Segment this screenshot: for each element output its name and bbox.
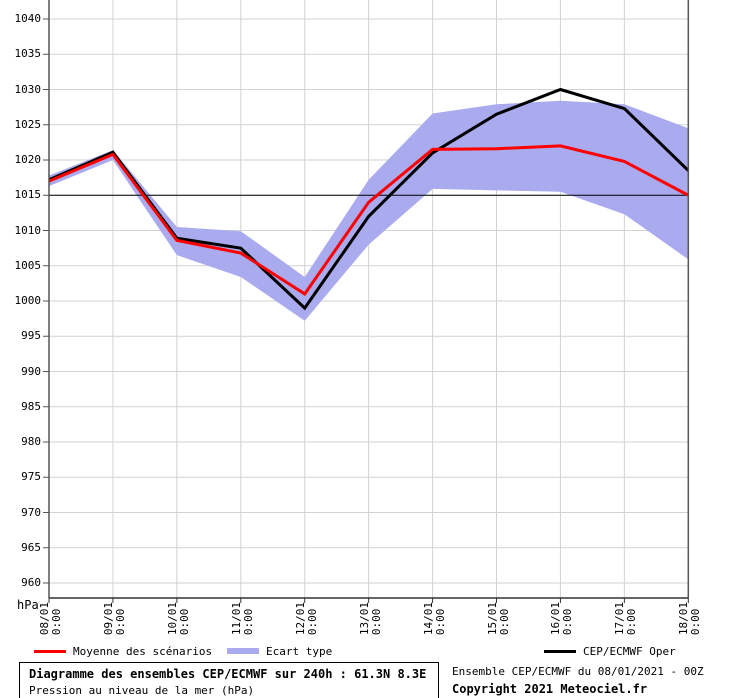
x-tick-label-text: 14/01 0:00 [421,602,447,636]
pressure-ensemble-chart [43,0,690,603]
x-tick-label-text: 08/01 0:00 [38,602,63,636]
chart-subtitle: Pression au niveau de la mer (hPa) [29,684,255,697]
x-tick-label-text: 15/01 0:00 [485,602,511,636]
mean-line-swatch [34,649,66,653]
y-tick-label: 1005 [14,258,42,272]
spread-band [49,100,689,321]
x-tick-label-text: 09/01 0:00 [101,602,127,636]
y-tick-label: 970 [21,505,41,519]
x-tick-label-text: 16/01 0:00 [549,602,575,636]
x-tick-label-text: 12/01 0:00 [293,602,319,636]
run-info: Ensemble CEP/ECMWF du 08/01/2021 - 00Z [452,665,704,678]
legend-label-spread: Ecart type [266,644,333,658]
y-tick-label: 1010 [14,223,42,237]
y-tick-label: 965 [21,540,41,554]
y-tick-label: 960 [21,576,41,589]
legend-label-oper: CEP/ECMWF Oper [583,644,676,658]
y-tick-label: 995 [21,329,41,343]
chart-info-box: Diagramme des ensembles CEP/ECMWF sur 24… [19,662,439,698]
y-tick-label: 990 [21,364,41,378]
y-tick-label: 1015 [14,188,42,202]
y-tick-label: 1035 [14,47,42,61]
legend-item-mean: Moyenne des scénarios [34,642,212,660]
x-tick-label-text: 13/01 0:00 [357,602,383,636]
y-tick-label: 1040 [14,12,42,25]
y-tick-label: 980 [21,435,41,448]
y-tick-label: 1000 [14,294,42,307]
legend-item-spread: Ecart type [227,642,332,660]
chart-legend: Moyenne des scénarios Ecart type CEP/ECM… [0,642,738,660]
legend-item-oper: CEP/ECMWF Oper [544,642,676,660]
legend-label-mean: Moyenne des scénarios [73,644,213,658]
y-tick-label: 1020 [14,153,42,166]
y-axis-unit: hPa [17,598,39,612]
y-tick-label: 1030 [14,82,42,96]
spread-band-swatch [227,648,259,654]
oper-line-swatch [544,649,576,653]
x-tick-label-text: 10/01 0:00 [165,602,191,636]
x-tick-label-text: 11/01 0:00 [229,602,255,636]
mean-line [48,144,690,296]
x-tick-label-text: 18/01 0:00 [677,602,703,636]
y-tick-label: 1025 [14,117,42,131]
copyright: Copyright 2021 Meteociel.fr [452,682,648,696]
y-tick-label: 985 [21,399,41,413]
y-tick-label: 975 [21,470,41,484]
chart-title: Diagramme des ensembles CEP/ECMWF sur 24… [29,667,427,681]
x-tick-label-text: 17/01 0:00 [613,602,639,636]
